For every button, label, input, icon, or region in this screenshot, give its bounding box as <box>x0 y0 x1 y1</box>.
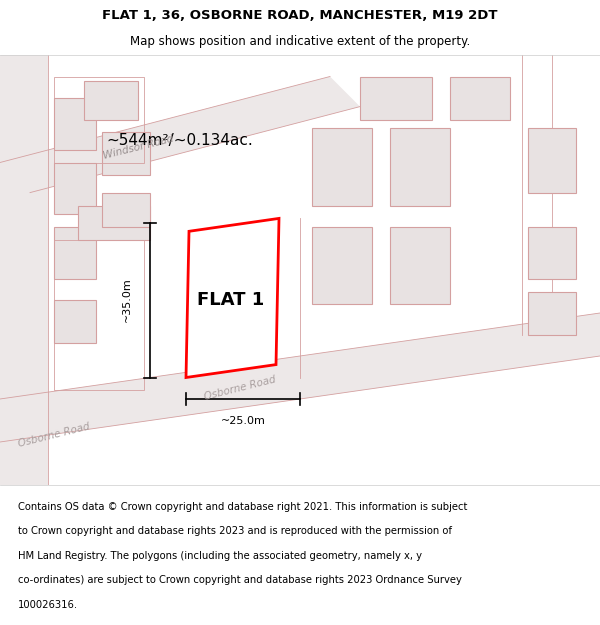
Text: ~35.0m: ~35.0m <box>122 278 132 322</box>
Bar <box>102 132 150 176</box>
Text: FLAT 1: FLAT 1 <box>197 291 265 309</box>
Polygon shape <box>0 55 48 485</box>
Bar <box>360 76 432 119</box>
Bar <box>54 240 144 391</box>
Bar <box>528 291 576 334</box>
Bar <box>528 128 576 192</box>
Text: Map shows position and indicative extent of the property.: Map shows position and indicative extent… <box>130 35 470 48</box>
Text: ~544m²/~0.134ac.: ~544m²/~0.134ac. <box>107 134 253 149</box>
Polygon shape <box>0 313 600 442</box>
Text: 100026316.: 100026316. <box>18 600 78 610</box>
Text: HM Land Registry. The polygons (including the associated geometry, namely x, y: HM Land Registry. The polygons (includin… <box>18 551 422 561</box>
Text: ~25.0m: ~25.0m <box>221 416 265 426</box>
Text: Osborne Road: Osborne Road <box>203 374 277 402</box>
Bar <box>528 227 576 279</box>
Bar <box>84 81 138 119</box>
Text: Osborne Road: Osborne Road <box>17 422 91 449</box>
Bar <box>54 300 96 343</box>
Polygon shape <box>0 76 360 192</box>
Bar <box>78 206 150 240</box>
Text: Windsor Road: Windsor Road <box>102 134 174 161</box>
Bar <box>102 192 150 227</box>
Bar <box>192 266 264 339</box>
Text: FLAT 1, 36, OSBORNE ROAD, MANCHESTER, M19 2DT: FLAT 1, 36, OSBORNE ROAD, MANCHESTER, M1… <box>102 9 498 22</box>
Bar <box>54 76 144 162</box>
Bar <box>390 128 450 206</box>
Bar <box>390 227 450 304</box>
Bar <box>54 162 96 214</box>
Bar <box>312 128 372 206</box>
Text: Contains OS data © Crown copyright and database right 2021. This information is : Contains OS data © Crown copyright and d… <box>18 502 467 512</box>
Bar <box>312 227 372 304</box>
Bar <box>54 98 96 149</box>
Text: to Crown copyright and database rights 2023 and is reproduced with the permissio: to Crown copyright and database rights 2… <box>18 526 452 536</box>
Bar <box>54 227 96 279</box>
Polygon shape <box>186 218 279 378</box>
Text: co-ordinates) are subject to Crown copyright and database rights 2023 Ordnance S: co-ordinates) are subject to Crown copyr… <box>18 575 462 585</box>
Bar <box>450 76 510 119</box>
